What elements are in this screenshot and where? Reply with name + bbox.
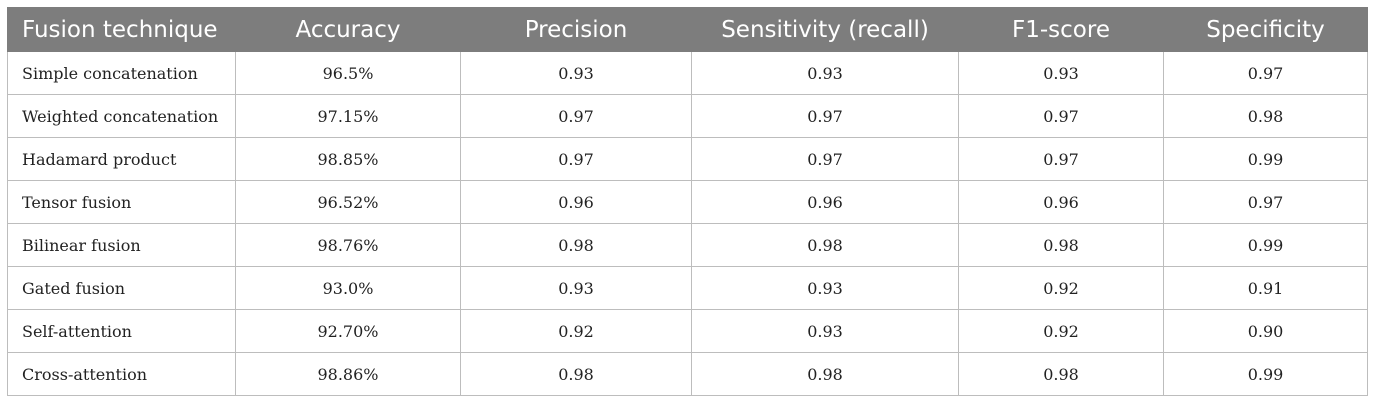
table-row: Weighted concatenation 97.15% 0.97 0.97 0.97… (7, 94, 1368, 138)
f1-score-cell: 0.92 (958, 266, 1164, 310)
specificity-cell: 0.98 (1163, 94, 1368, 138)
sensitivity-cell: 0.98 (691, 352, 959, 396)
fusion-technique-cell: Self-attention (7, 309, 236, 353)
f1-score-cell: 0.97 (958, 137, 1164, 181)
fusion-technique-cell: Bilinear fusion (7, 223, 236, 267)
sensitivity-cell: 0.93 (691, 266, 959, 310)
f1-score-cell: 0.93 (958, 51, 1164, 95)
table-row: Tensor fusion 96.52% 0.96 0.96 0.96 0.97 (7, 180, 1368, 224)
table-row: Cross-attention 98.86% 0.98 0.98 0.98 0.99 (7, 352, 1368, 396)
precision-cell: 0.97 (460, 94, 692, 138)
table-header: Fusion technique Accuracy Precision Sens… (7, 7, 1368, 52)
table-row: Self-attention 92.70% 0.92 0.93 0.92 0.90 (7, 309, 1368, 353)
accuracy-cell: 98.76% (235, 223, 461, 267)
fusion-results-table: Fusion technique Accuracy Precision Sens… (7, 7, 1368, 396)
precision-cell: 0.92 (460, 309, 692, 353)
header-f1-score: F1-score (958, 7, 1164, 52)
f1-score-cell: 0.98 (958, 352, 1164, 396)
sensitivity-cell: 0.93 (691, 309, 959, 353)
precision-cell: 0.98 (460, 223, 692, 267)
specificity-cell: 0.99 (1163, 223, 1368, 267)
table-row: Simple concatenation 96.5% 0.93 0.93 0.93 0.9… (7, 51, 1368, 95)
header-specificity: Specificity (1163, 7, 1368, 52)
accuracy-cell: 97.15% (235, 94, 461, 138)
results-table-container: Fusion technique Accuracy Precision Sens… (7, 7, 1368, 396)
specificity-cell: 0.99 (1163, 137, 1368, 181)
accuracy-cell: 98.86% (235, 352, 461, 396)
precision-cell: 0.97 (460, 137, 692, 181)
specificity-cell: 0.99 (1163, 352, 1368, 396)
precision-cell: 0.93 (460, 51, 692, 95)
fusion-technique-cell: Simple concatenation (7, 51, 236, 95)
fusion-technique-cell: Tensor fusion (7, 180, 236, 224)
accuracy-cell: 92.70% (235, 309, 461, 353)
precision-cell: 0.96 (460, 180, 692, 224)
specificity-cell: 0.90 (1163, 309, 1368, 353)
table-row: Hadamard product 98.85% 0.97 0.97 0.97 0.99 (7, 137, 1368, 181)
sensitivity-cell: 0.97 (691, 137, 959, 181)
precision-cell: 0.93 (460, 266, 692, 310)
header-accuracy: Accuracy (235, 7, 461, 52)
f1-score-cell: 0.92 (958, 309, 1164, 353)
header-precision: Precision (460, 7, 692, 52)
specificity-cell: 0.97 (1163, 180, 1368, 224)
f1-score-cell: 0.98 (958, 223, 1164, 267)
specificity-cell: 0.91 (1163, 266, 1368, 310)
table-row: Bilinear fusion 98.76% 0.98 0.98 0.98 0.99 (7, 223, 1368, 267)
fusion-technique-cell: Weighted concatenation (7, 94, 236, 138)
accuracy-cell: 93.0% (235, 266, 461, 310)
fusion-technique-cell: Hadamard product (7, 137, 236, 181)
table-body: Simple concatenation 96.5% 0.93 0.93 0.93 0.9… (7, 51, 1368, 396)
fusion-technique-cell: Cross-attention (7, 352, 236, 396)
f1-score-cell: 0.97 (958, 94, 1164, 138)
sensitivity-cell: 0.93 (691, 51, 959, 95)
table-row: Gated fusion 93.0% 0.93 0.93 0.92 0.91 (7, 266, 1368, 310)
accuracy-cell: 96.5% (235, 51, 461, 95)
sensitivity-cell: 0.98 (691, 223, 959, 267)
sensitivity-cell: 0.97 (691, 94, 959, 138)
header-fusion-technique: Fusion technique (7, 7, 236, 52)
accuracy-cell: 98.85% (235, 137, 461, 181)
precision-cell: 0.98 (460, 352, 692, 396)
f1-score-cell: 0.96 (958, 180, 1164, 224)
fusion-technique-cell: Gated fusion (7, 266, 236, 310)
header-sensitivity: Sensitivity (recall) (691, 7, 959, 52)
accuracy-cell: 96.52% (235, 180, 461, 224)
header-row: Fusion technique Accuracy Precision Sens… (7, 7, 1368, 52)
sensitivity-cell: 0.96 (691, 180, 959, 224)
specificity-cell: 0.97 (1163, 51, 1368, 95)
